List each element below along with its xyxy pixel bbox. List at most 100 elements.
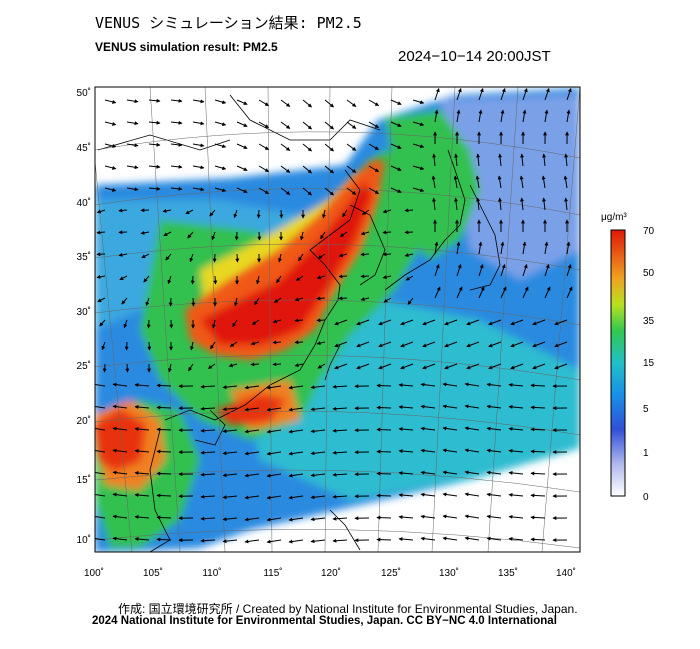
wind-vector xyxy=(95,493,106,497)
wind-vector xyxy=(407,297,414,305)
wind-vector xyxy=(185,209,194,215)
wind-vector xyxy=(310,539,326,544)
wind-vector xyxy=(222,451,238,456)
wind-vector xyxy=(104,143,117,148)
wind-vector xyxy=(266,517,282,522)
wind-vector xyxy=(124,341,129,351)
wind-vector xyxy=(96,274,106,279)
wind-vector xyxy=(420,470,436,475)
wind-vector xyxy=(368,187,380,195)
wind-vector xyxy=(376,515,392,520)
wind-vector xyxy=(214,143,227,149)
wind-vector xyxy=(412,121,425,127)
wind-vector xyxy=(200,384,216,389)
wind-vector xyxy=(251,319,260,325)
wind-vector xyxy=(212,319,216,329)
wind-vector xyxy=(530,427,546,432)
wind-vector xyxy=(200,516,216,521)
wind-vector xyxy=(214,187,227,193)
wind-vector xyxy=(280,143,291,151)
wind-vector xyxy=(207,363,216,369)
wind-vector xyxy=(310,385,326,390)
wind-vector xyxy=(134,537,150,542)
wind-vector xyxy=(456,286,463,299)
wind-vector xyxy=(520,197,524,211)
wind-vector xyxy=(102,363,107,373)
wind-vector xyxy=(442,404,458,409)
wind-vector xyxy=(95,427,106,431)
wind-vector xyxy=(444,363,458,370)
wind-vector xyxy=(232,319,238,328)
wind-vector xyxy=(316,341,326,345)
wind-vector xyxy=(140,230,150,235)
wind-vector xyxy=(168,297,173,307)
wind-vector xyxy=(478,109,483,123)
wind-vector xyxy=(338,296,348,301)
wind-vector xyxy=(112,470,128,475)
wind-vector xyxy=(222,495,238,500)
wind-vector xyxy=(234,231,239,241)
wind-vector xyxy=(404,208,414,213)
wind-vector xyxy=(486,448,502,453)
wind-vector xyxy=(405,275,414,281)
wind-vector xyxy=(167,275,172,285)
wind-vector xyxy=(456,263,462,277)
wind-vector xyxy=(300,231,304,241)
wind-vector xyxy=(229,341,238,347)
wind-vector xyxy=(288,517,304,522)
wind-vector xyxy=(126,121,139,126)
wind-vector xyxy=(148,98,161,103)
wind-vector xyxy=(532,363,546,370)
wind-vector xyxy=(119,275,128,281)
wind-vector xyxy=(288,473,304,478)
wind-vector xyxy=(244,429,260,434)
lat-label: 20˚ xyxy=(77,415,91,427)
wind-vector xyxy=(510,319,524,326)
lat-label: 35˚ xyxy=(77,251,91,263)
wind-vector xyxy=(378,363,392,370)
wind-vector xyxy=(486,426,502,431)
wind-vector xyxy=(222,407,238,412)
wind-vector xyxy=(148,164,161,169)
wind-vector xyxy=(298,253,304,262)
wind-vector xyxy=(486,404,502,409)
wind-vector xyxy=(412,165,425,171)
wind-vector xyxy=(332,494,348,499)
wind-vector xyxy=(464,426,480,431)
wind-vector xyxy=(200,450,216,455)
wind-vector xyxy=(522,87,528,101)
wind-vector xyxy=(378,341,392,348)
wind-vector xyxy=(500,286,507,299)
wind-vector xyxy=(398,493,414,498)
wind-vector xyxy=(235,253,240,263)
wind-vector xyxy=(398,515,414,520)
wind-vector xyxy=(464,470,480,475)
wind-vector xyxy=(156,515,172,520)
wind-vector xyxy=(258,143,270,151)
title-en: VENUS simulation result: PM2.5 xyxy=(95,40,278,54)
wind-vector xyxy=(376,427,392,432)
lon-axis: 100˚ 105˚ 110˚ 115˚ 120˚ 125˚ 130˚ 135˚ … xyxy=(84,567,576,579)
wind-vector xyxy=(544,286,551,299)
wind-vector xyxy=(170,186,183,191)
wind-vector xyxy=(563,175,568,189)
wind-vector xyxy=(95,405,106,409)
wind-vector xyxy=(211,231,216,241)
wind-vector xyxy=(288,407,304,412)
wind-vector xyxy=(95,383,106,387)
wind-vector xyxy=(486,492,502,497)
wind-vector xyxy=(169,319,174,329)
wind-vector xyxy=(530,405,546,410)
wind-vector xyxy=(486,382,502,387)
wind-vector xyxy=(554,319,568,326)
wind-vector xyxy=(168,363,172,373)
wind-vector xyxy=(244,407,260,412)
wind-vector xyxy=(99,319,106,327)
wind-vector xyxy=(464,404,480,409)
wind-vector xyxy=(404,230,414,235)
wind-vector xyxy=(273,297,282,303)
wind-vector xyxy=(244,539,260,544)
lon-label: 125˚ xyxy=(381,567,401,579)
wind-vector xyxy=(126,99,139,104)
wind-vector xyxy=(310,495,326,500)
